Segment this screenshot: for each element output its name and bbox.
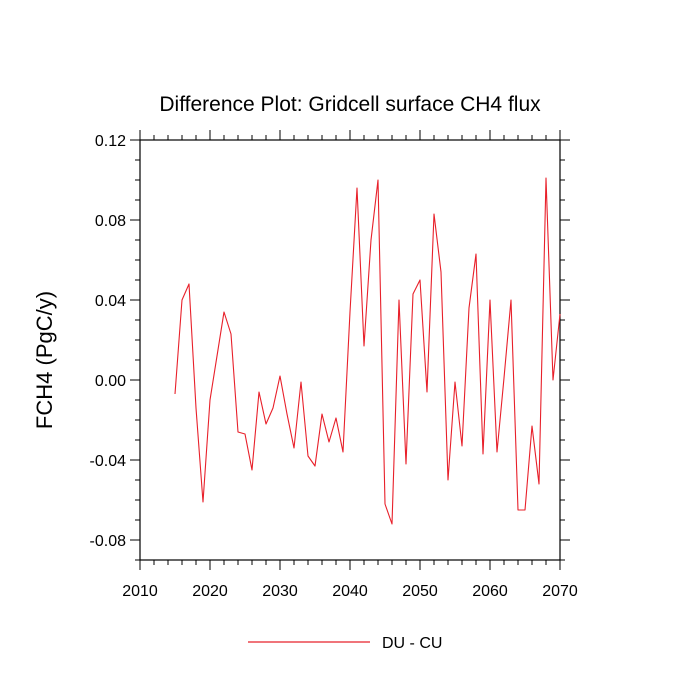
legend-label: DU - CU: [382, 635, 442, 652]
x-tick-label: 2010: [122, 583, 158, 600]
y-tick-label: 0.00: [95, 373, 126, 390]
legend: DU - CU: [248, 635, 442, 652]
x-tick-label: 2050: [402, 583, 438, 600]
y-tick-label: 0.12: [95, 133, 126, 150]
plot-area: [139, 139, 561, 561]
y-tick-label: -0.08: [90, 533, 127, 550]
x-tick-label: 2070: [542, 583, 578, 600]
x-tick-label: 2020: [192, 583, 228, 600]
x-tick-label: 2060: [472, 583, 508, 600]
series-line: [174, 177, 561, 525]
y-tick-label: -0.04: [90, 453, 127, 470]
y-tick-label: 0.08: [95, 213, 126, 230]
axis-ticks: [130, 130, 570, 570]
chart-title: Difference Plot: Gridcell surface CH4 fl…: [159, 93, 541, 116]
y-tick-label: 0.04: [95, 293, 126, 310]
x-tick-label: 2040: [332, 583, 368, 600]
x-tick-label: 2030: [262, 583, 298, 600]
tick-labels: 2010 2020 2030 2040 2050 2060 2070 -0.08 -0.04 0.…: [90, 133, 578, 600]
y-axis-label: FCH4 (PgC/y): [32, 291, 57, 429]
